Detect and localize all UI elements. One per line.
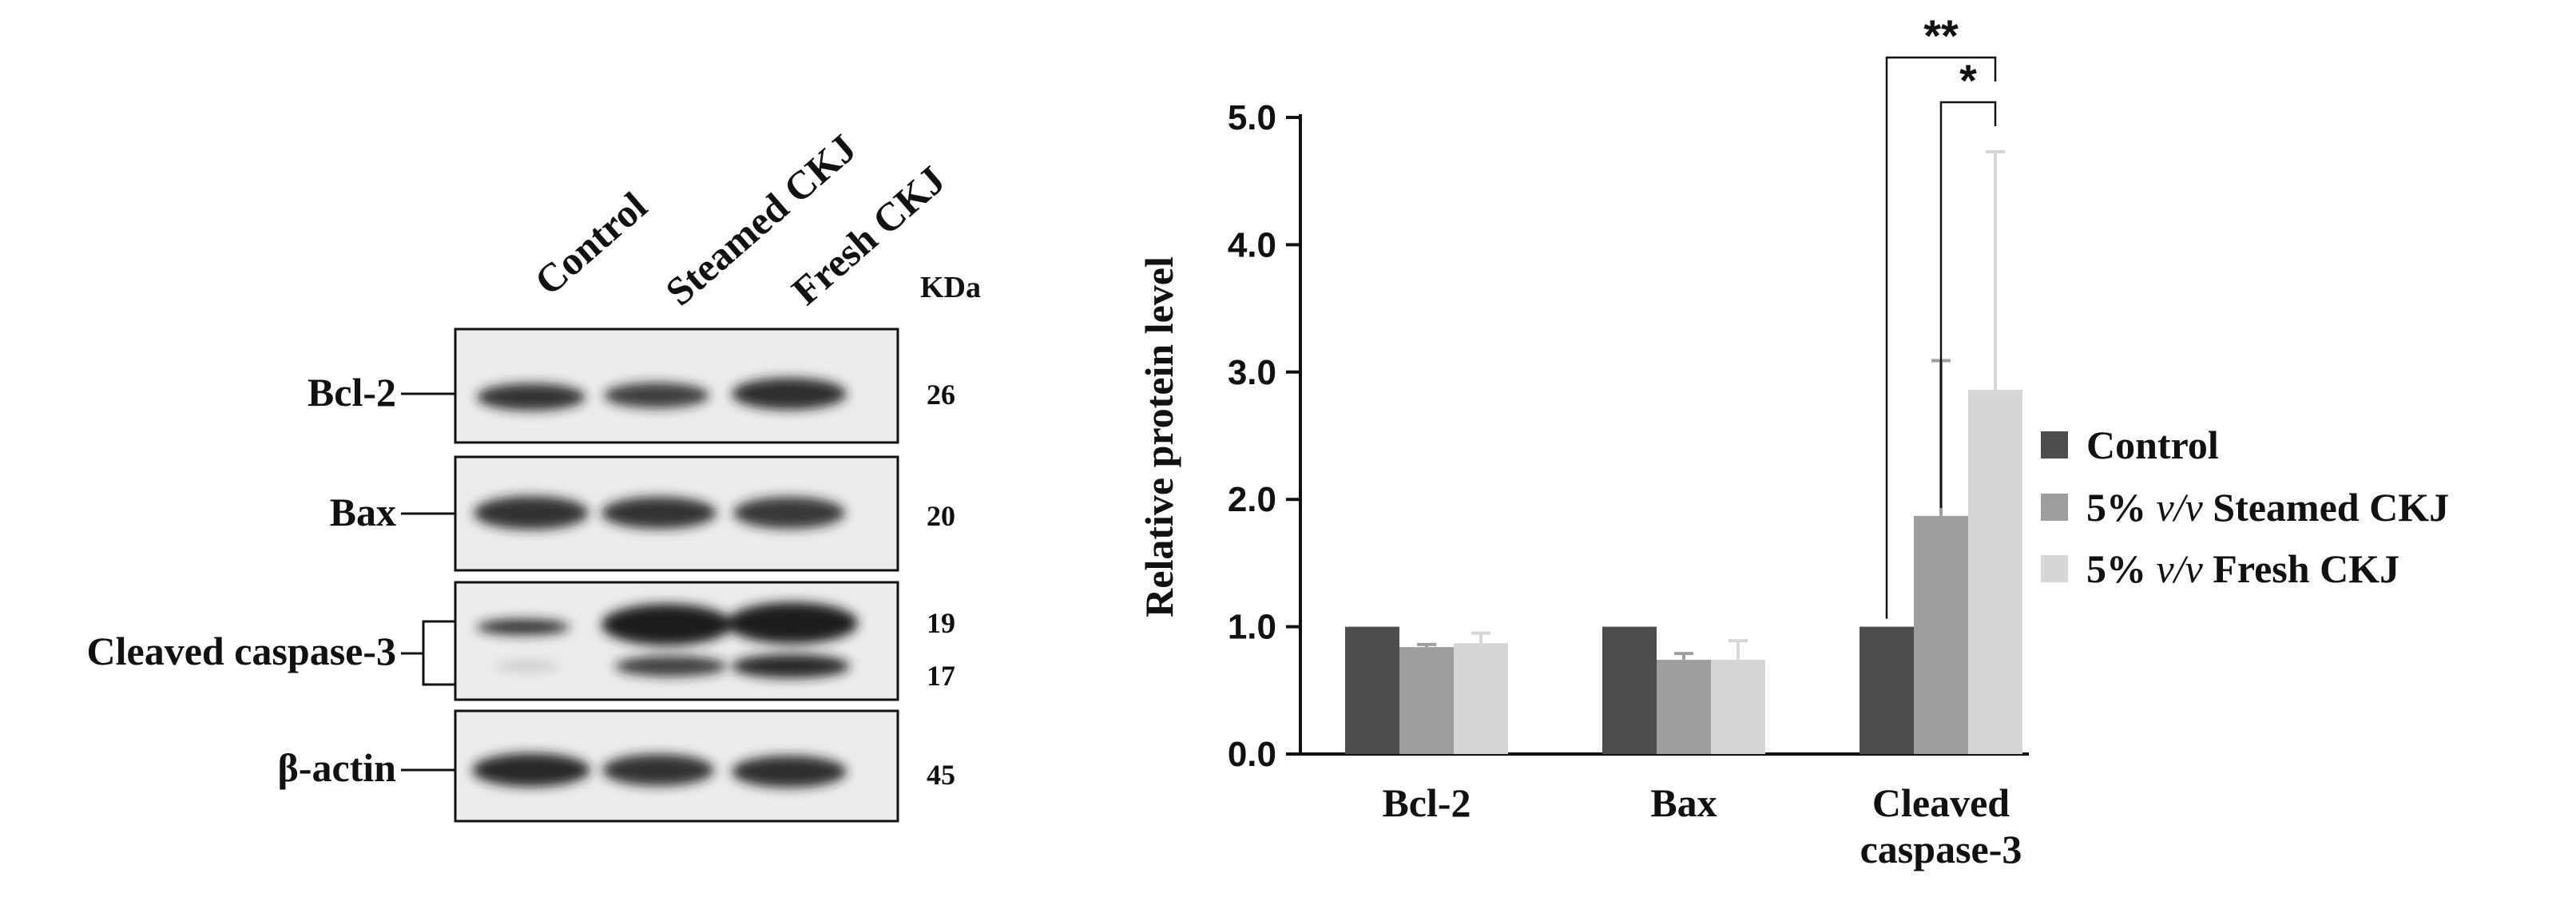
legend-swatch <box>2041 494 2068 521</box>
protein-label-bax: Bax <box>330 490 396 534</box>
y-axis-label: Relative protein level <box>1137 256 1181 617</box>
y-tick-label: 0.0 <box>1228 735 1276 774</box>
protein-label-bcl2: Bcl-2 <box>308 370 396 415</box>
legend-label: 5% v/v Steamed CKJ <box>2086 485 2449 530</box>
band-actin-control <box>472 753 590 787</box>
band-bax-steamed <box>601 497 716 529</box>
band-bax-control <box>474 496 589 530</box>
bar <box>1711 660 1765 754</box>
kda-caspase3-17: 17 <box>927 660 955 692</box>
x-tick-label: Bcl-2 <box>1382 780 1471 825</box>
bar <box>1602 626 1657 754</box>
lane-label-control: Control <box>526 183 655 304</box>
significance-label: * <box>1959 55 1977 105</box>
band-actin-steamed <box>602 754 714 786</box>
significance-bracket <box>1939 101 1997 508</box>
legend-label: 5% v/v Fresh CKJ <box>2086 546 2399 591</box>
bar <box>1345 626 1399 754</box>
kda-header: KDa <box>920 271 981 304</box>
band-casp19-steamed <box>601 604 732 645</box>
band-casp17-fresh <box>732 654 850 678</box>
band-bcl2-control <box>477 383 585 411</box>
protein-label-actin: β-actin <box>277 745 396 790</box>
y-tick-label: 1.0 <box>1228 608 1276 647</box>
x-tick-label: Cleaved caspase-3 <box>1860 780 2022 871</box>
band-casp19-control <box>477 619 570 635</box>
band-bcl2-steamed <box>604 383 709 408</box>
band-casp17-control <box>495 662 559 670</box>
y-tick-label: 3.0 <box>1228 353 1276 392</box>
y-tick-label: 5.0 <box>1228 98 1276 137</box>
western-blot-panel: Control Steamed CKJ Fresh CKJ KDa <box>87 125 981 823</box>
significance-label: ** <box>1923 10 1959 61</box>
band-bcl2-fresh <box>732 378 847 410</box>
bar-chart-panel: Relative protein level 0.0 1.0 2.0 3.0 4.0 5.… <box>1137 10 2449 871</box>
bar <box>1860 626 1914 754</box>
band-bax-fresh <box>733 497 845 529</box>
bar <box>1454 643 1508 754</box>
protein-label-caspase3: Cleaved caspase-3 <box>87 629 396 673</box>
y-tick-label: 2.0 <box>1228 480 1276 519</box>
bracket-caspase3 <box>401 620 455 686</box>
kda-bcl2: 26 <box>927 379 955 411</box>
bar <box>1399 647 1454 754</box>
band-casp19-fresh <box>727 602 858 644</box>
bar <box>1914 515 1968 754</box>
legend: Control 5% v/v Steamed CKJ 5% v/v Fresh CK… <box>2041 423 2449 591</box>
legend-label: Control <box>2086 423 2219 467</box>
band-casp17-steamed <box>615 656 727 677</box>
y-tick-label: 4.0 <box>1228 225 1276 264</box>
x-tick-label: Bax <box>1650 780 1717 825</box>
significance-bracket <box>1885 56 1997 619</box>
kda-caspase3-19: 19 <box>927 607 955 639</box>
bar <box>1968 390 2022 754</box>
legend-swatch <box>2041 555 2068 582</box>
kda-bax: 20 <box>927 500 955 532</box>
legend-swatch <box>2041 431 2068 458</box>
bar <box>1657 660 1711 754</box>
significance-annotations: *** <box>1885 10 1997 619</box>
band-actin-fresh <box>732 756 847 788</box>
chart-bars <box>1345 390 2022 754</box>
x-tick-labels: Bcl-2 Bax Cleaved caspase-3 <box>1382 780 2022 871</box>
kda-actin: 45 <box>927 759 955 791</box>
